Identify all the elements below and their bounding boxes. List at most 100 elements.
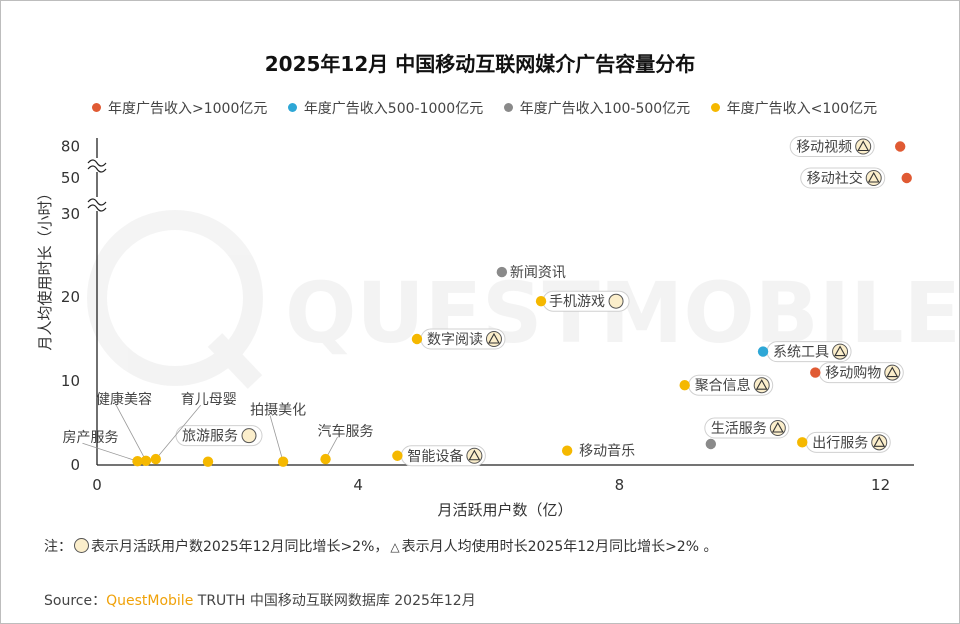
axis-break-icon: [87, 204, 107, 212]
time-growth-icon: [488, 332, 500, 344]
legend-dot-icon: [503, 103, 513, 112]
y-tick-label: 50: [61, 169, 80, 187]
point-label: 系统工具: [773, 345, 829, 361]
point-label: 新闻资讯: [510, 265, 566, 281]
label-box: [789, 136, 875, 157]
axis-break-icon: [87, 198, 107, 206]
circle-marker-icon: [74, 538, 89, 553]
legend-item-over-1000: 年度广告收入>1000亿元: [92, 98, 267, 118]
label-box: [704, 417, 790, 439]
time-growth-icon: [771, 421, 784, 433]
triangle-marker-icon: △: [390, 540, 400, 554]
point-label: 智能设备: [407, 448, 463, 465]
time-growth-icon: [834, 345, 846, 357]
data-point: [535, 296, 547, 307]
legend-item-500-1000: 年度广告收入500-1000亿元: [287, 98, 484, 118]
y-axis-title: 月人均使用时长（小时）: [36, 185, 54, 350]
leader-line: [155, 404, 202, 460]
footnote: 注： 表示月活跃用户数2025年12月同比增长>2%， △ 表示月人均使用时长2025…: [44, 536, 717, 556]
data-point: [561, 445, 573, 456]
watermark-text: QUESTMOBILE: [285, 264, 960, 362]
time-growth-icon: [873, 436, 886, 447]
data-point: [496, 266, 508, 278]
point-label: 手机游戏: [549, 294, 605, 310]
mau-growth-icon: [608, 293, 624, 309]
point-label: 移动音乐: [579, 443, 635, 460]
source-line: Source：QuestMobile TRUTH 中国移动互联网数据库 2025…: [44, 590, 476, 610]
data-point: [140, 455, 152, 466]
time-growth-icon: [886, 366, 899, 378]
source-brand: QuestMobile: [106, 593, 194, 609]
mau-growth-icon: [241, 428, 257, 444]
point-label: 出行服务: [812, 435, 868, 451]
legend-dot-icon: [92, 103, 101, 112]
data-point: [411, 333, 423, 345]
axis-break-gap: [89, 197, 105, 211]
y-tick-label: 10: [61, 372, 80, 390]
point-label: 移动社交: [807, 170, 863, 187]
time-growth-icon: [468, 449, 481, 461]
data-point: [894, 141, 906, 152]
x-tick-label: 12: [871, 476, 890, 494]
point-label: 生活服务: [711, 421, 767, 437]
data-point: [810, 367, 821, 378]
axis-break-gap: [89, 158, 105, 172]
x-tick-label: 8: [615, 476, 625, 494]
time-growth-icon: [857, 140, 870, 152]
leader-line: [82, 442, 138, 462]
data-point: [150, 453, 161, 465]
point-label: 健康美容: [96, 391, 152, 408]
label-box: [175, 425, 263, 447]
watermark-logo-tail: [207, 333, 263, 389]
point-label: 汽车服务: [318, 423, 374, 440]
x-tick-label: 4: [353, 476, 363, 494]
legend-item-under-100: 年度广告收入<100亿元: [710, 98, 878, 118]
data-point: [132, 456, 143, 467]
data-point: [757, 346, 769, 357]
x-tick-label: 0: [92, 476, 102, 494]
point-label: 育儿母婴: [181, 392, 237, 408]
leader-line: [115, 404, 147, 461]
legend-label: 年度广告收入>1000亿元: [108, 101, 268, 117]
data-point: [705, 438, 717, 450]
point-label: 移动视频: [796, 140, 852, 156]
data-point: [320, 453, 331, 465]
point-label: 拍摄美化: [250, 403, 306, 419]
legend-item-100-500: 年度广告收入100-500亿元: [503, 98, 691, 118]
source-label: Source：: [44, 593, 107, 609]
source-text: TRUTH 中国移动互联网数据库 2025年12月: [197, 593, 476, 609]
y-tick-label: 20: [61, 288, 80, 306]
time-growth-icon: [867, 171, 880, 183]
footnote-circle-text: 表示月活跃用户数2025年12月同比增长>2%，: [91, 539, 389, 555]
axis-break-icon: [87, 165, 107, 173]
time-growth-icon: [755, 379, 768, 390]
data-point: [392, 450, 403, 461]
point-label: 数字阅读: [427, 331, 483, 348]
footnote-triangle-text: 表示月人均使用时长2025年12月同比增长>2% 。: [401, 539, 718, 555]
footnote-prefix: 注：: [44, 539, 72, 555]
point-label: 房产服务: [62, 430, 118, 446]
point-label: 聚合信息: [695, 377, 751, 394]
data-point: [679, 380, 690, 391]
legend-label: 年度广告收入500-1000亿元: [303, 101, 484, 117]
data-point: [797, 437, 808, 448]
x-axis-title: 月活跃用户数（亿）: [437, 501, 572, 519]
data-point: [277, 456, 289, 467]
axis-break-icon: [87, 159, 107, 167]
legend-label: 年度广告收入100-500亿元: [519, 101, 691, 117]
data-point: [901, 172, 912, 184]
chart-title: 2025年12月 中国移动互联网媒介广告容量分布: [264, 52, 696, 76]
label-box: [800, 167, 886, 189]
y-tick-label: 80: [61, 138, 80, 156]
data-point: [202, 456, 214, 467]
legend-dot-icon: [287, 103, 297, 112]
point-label: 旅游服务: [182, 429, 238, 445]
legend: 年度广告收入>1000亿元 年度广告收入500-1000亿元 年度广告收入100…: [92, 98, 893, 118]
legend-label: 年度广告收入<100亿元: [726, 101, 878, 117]
leader-line: [269, 415, 284, 462]
legend-dot-icon: [710, 103, 720, 112]
y-tick-label: 30: [61, 205, 80, 223]
y-tick-label: 0: [70, 456, 80, 474]
point-label: 移动购物: [825, 366, 881, 382]
